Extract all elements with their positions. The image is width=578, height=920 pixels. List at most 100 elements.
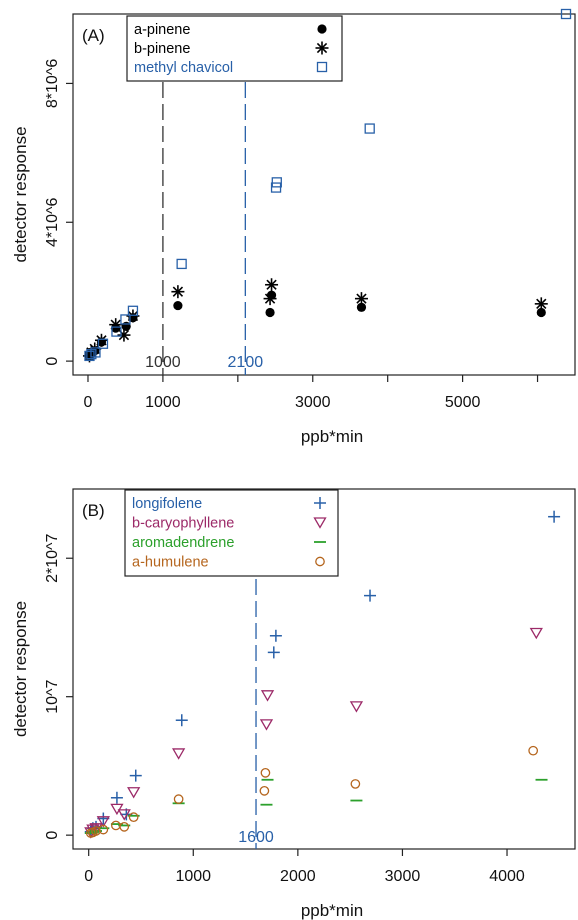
- data-point: [259, 785, 270, 796]
- legend-label: aromadendrene: [132, 535, 234, 551]
- data-point: [117, 809, 131, 821]
- series-a-humulene: [85, 745, 539, 838]
- data-point: [349, 701, 364, 713]
- data-point: [313, 517, 327, 529]
- y-tick-label: 0: [44, 831, 61, 840]
- data-point: [267, 646, 280, 659]
- y-tick-label: 2*10^7: [44, 533, 61, 582]
- data-point: [364, 123, 375, 134]
- x-axis-title: ppb*min: [301, 427, 363, 446]
- data-point: [536, 307, 546, 318]
- data-point: [259, 719, 274, 731]
- plot-frame: [72, 488, 576, 850]
- panel-label: (B): [82, 501, 105, 520]
- data-point: [111, 326, 122, 337]
- data-point: [260, 690, 275, 702]
- data-point: [176, 258, 187, 270]
- data-point: [119, 821, 130, 832]
- legend-label: b-caryophyllene: [132, 516, 234, 532]
- legend-symbol: [315, 41, 329, 55]
- data-point: [97, 338, 109, 349]
- data-point: [315, 41, 329, 55]
- data-point: [129, 769, 142, 782]
- series-methyl-chavicol: [84, 8, 572, 362]
- data-point: [175, 714, 188, 727]
- data-point: [317, 24, 327, 34]
- legend-symbol: [315, 556, 325, 567]
- legend: a-pinene b-pinene methyl chavicol: [126, 15, 343, 82]
- data-point: [548, 510, 561, 523]
- data-point: [316, 61, 328, 73]
- reference-line-label: 1000: [145, 354, 181, 371]
- data-point: [120, 314, 131, 325]
- data-point: [127, 305, 139, 316]
- data-point: [110, 803, 124, 816]
- y-tick-label: 0: [44, 357, 61, 366]
- data-point: [91, 826, 101, 836]
- data-point: [529, 627, 543, 640]
- data-point: [173, 300, 183, 311]
- plot-frame: [72, 13, 576, 376]
- series-a-pinene: [84, 290, 546, 361]
- legend-label: a-humulene: [132, 555, 209, 571]
- data-point: [534, 297, 548, 311]
- data-point: [171, 285, 185, 299]
- chart-panel-b: 1600 0 1000 2000 3000 4000 0 10^7 2*10^7 ppb*min d…: [11, 488, 576, 920]
- legend-symbol: [314, 497, 326, 509]
- x-tick-label: 2000: [280, 868, 316, 885]
- data-point: [172, 748, 186, 760]
- y-axis-title: detector response: [11, 126, 30, 262]
- data-point: [96, 816, 110, 828]
- x-tick-label: 1000: [145, 394, 181, 411]
- legend-symbol: [313, 517, 327, 529]
- data-point: [88, 342, 102, 356]
- data-point: [84, 350, 95, 362]
- data-point: [265, 278, 279, 292]
- x-tick-label: 5000: [445, 394, 481, 411]
- data-point: [117, 328, 131, 342]
- data-point: [356, 302, 367, 312]
- x-tick-label: 3000: [385, 868, 421, 885]
- data-point: [90, 347, 101, 358]
- x-tick-label: 3000: [295, 394, 331, 411]
- reference-line-label: 2100: [228, 354, 264, 371]
- x-tick-label: 4000: [489, 868, 525, 885]
- data-point: [109, 318, 123, 332]
- data-point: [94, 333, 108, 347]
- series-b-pinene: [82, 278, 548, 363]
- data-point: [350, 779, 361, 789]
- data-point: [128, 812, 139, 823]
- legend-label: longifolene: [132, 496, 202, 512]
- legend-label: a-pinene: [134, 22, 190, 38]
- data-point: [263, 292, 277, 306]
- data-point: [354, 292, 368, 306]
- legend-symbol: [317, 24, 327, 34]
- legend-box: [124, 489, 339, 577]
- data-point: [528, 745, 539, 756]
- chart-panel-a: 1000 2100 0 1000 3000 5000 0 4*10^6 8*10^6 ppb*mi…: [11, 8, 576, 446]
- data-point: [364, 589, 377, 602]
- data-point: [270, 182, 282, 193]
- data-point: [315, 556, 325, 567]
- legend-label: methyl chavicol: [134, 60, 233, 76]
- data-point: [269, 629, 282, 642]
- data-point: [110, 791, 123, 804]
- data-point: [265, 307, 275, 318]
- x-axis-title: ppb*min: [301, 901, 363, 920]
- data-point: [173, 794, 184, 805]
- legend-symbol: [316, 61, 328, 73]
- y-tick-label: 10^7: [44, 679, 61, 713]
- legend-label: b-pinene: [134, 41, 190, 57]
- data-point: [314, 497, 326, 509]
- data-point: [86, 824, 100, 836]
- data-point: [126, 309, 140, 323]
- y-axis-title: detector response: [11, 601, 30, 737]
- x-tick-label: 1000: [175, 868, 211, 885]
- legend: longifolene b-caryophyllene aromadendrene a…: [124, 489, 339, 577]
- y-tick-label: 8*10^6: [44, 59, 61, 108]
- data-point: [260, 767, 271, 778]
- x-tick-label: 0: [84, 394, 93, 411]
- data-point: [271, 177, 282, 188]
- data-point: [98, 824, 109, 835]
